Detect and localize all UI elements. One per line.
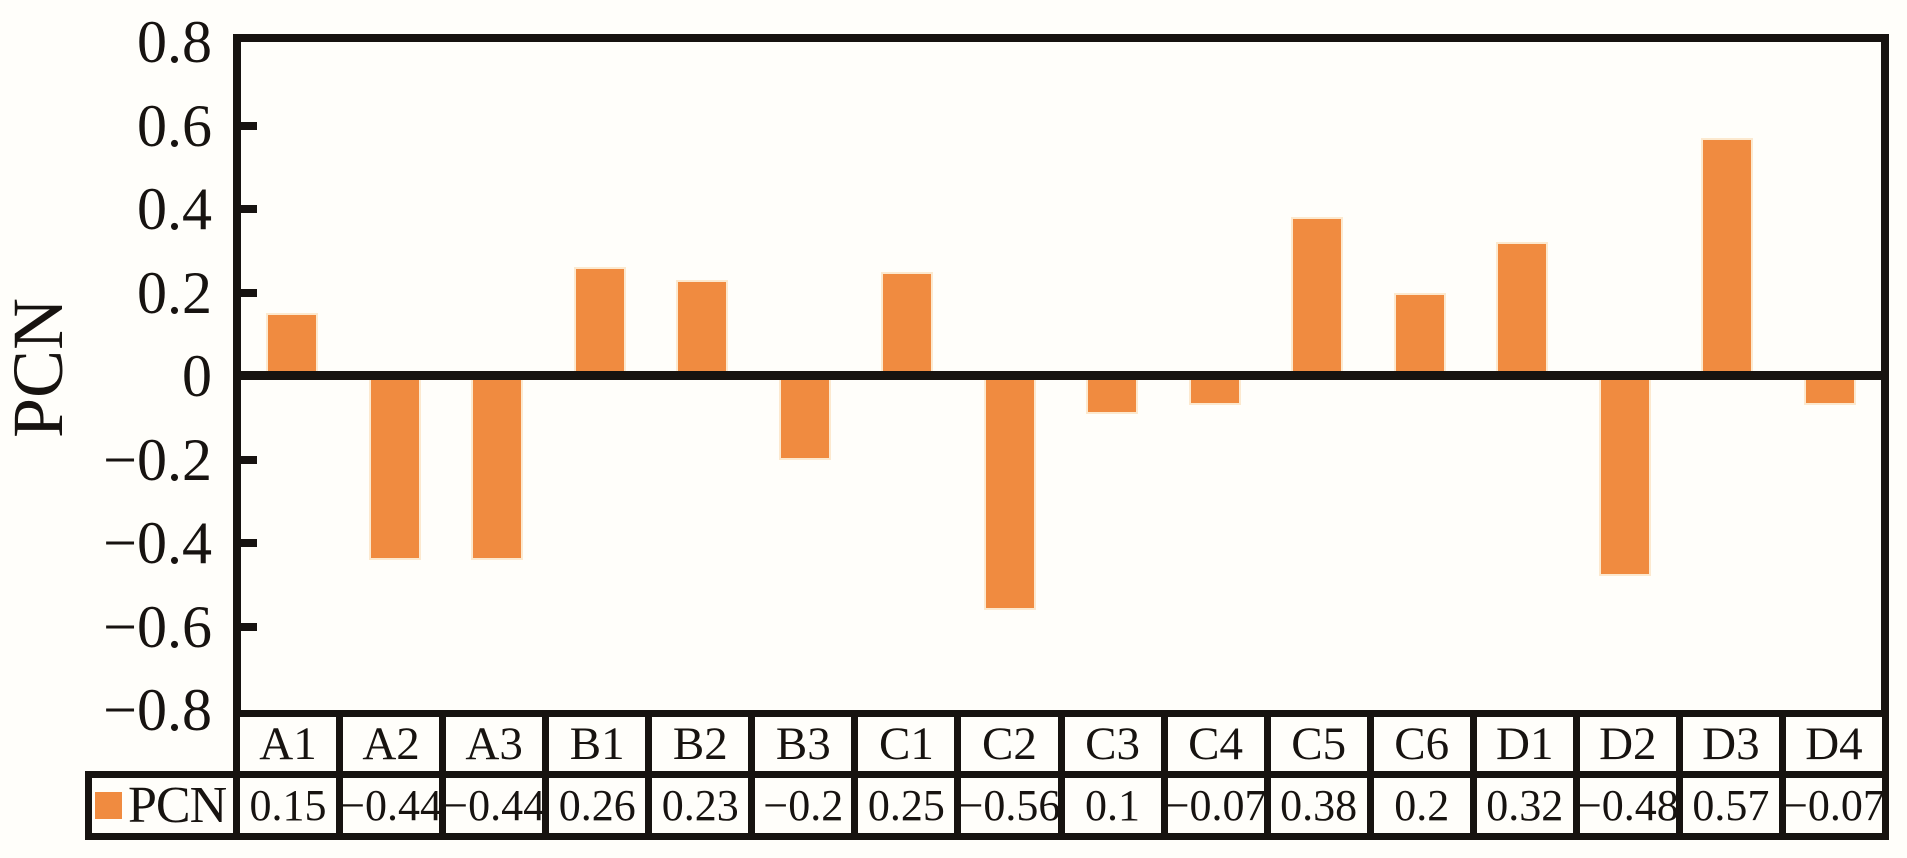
category-header-cell: A2 <box>343 717 447 771</box>
category-header-cell: B3 <box>755 717 859 771</box>
data-value-cell: −0.56 <box>961 778 1065 833</box>
legend-cell: PCN <box>92 778 240 833</box>
category-header-cell: D2 <box>1580 717 1683 771</box>
data-value-cell: 0.15 <box>240 778 344 833</box>
y-tick-label: −0.6 <box>103 593 212 660</box>
legend-color-swatch <box>95 792 122 819</box>
y-tick-mark <box>241 288 257 297</box>
data-value-cell: −0.07 <box>1785 781 1882 830</box>
y-tick-mark <box>241 205 257 213</box>
data-value-cell: −0.48 <box>1580 778 1683 833</box>
legend-series-label: PCN <box>128 778 227 833</box>
category-header-cell: C4 <box>1168 717 1271 771</box>
data-value-cell: 0.2 <box>1374 778 1477 833</box>
y-tick-label: 0.6 <box>137 92 212 159</box>
y-tick-mark <box>241 455 257 464</box>
category-header-cell: A1 <box>240 717 344 771</box>
y-tick-label: −0.8 <box>103 677 212 743</box>
y-tick-label: 0.2 <box>137 259 212 326</box>
bar-d2 <box>1598 376 1651 577</box>
bar-c6 <box>1393 292 1446 376</box>
category-header-cell: C5 <box>1271 717 1374 771</box>
y-tick-label: −0.2 <box>103 426 212 493</box>
category-header-cell: D1 <box>1477 717 1580 771</box>
y-tick-label: 0.8 <box>137 9 212 75</box>
plot-area <box>233 34 1889 710</box>
data-value-cell: 0.26 <box>549 778 653 833</box>
bar-d4 <box>1803 376 1856 406</box>
category-header-cell: B1 <box>549 717 653 771</box>
bar-b2 <box>676 279 729 376</box>
data-value-cell: −0.44 <box>343 778 447 833</box>
zero-baseline <box>241 371 1881 380</box>
data-value-cell: −0.07 <box>1168 778 1271 833</box>
category-header-cell: C1 <box>858 717 962 771</box>
data-value-cell: 0.1 <box>1065 778 1168 833</box>
data-value-cell: 0.57 <box>1683 778 1786 833</box>
y-tick-mark <box>241 539 257 547</box>
bar-c5 <box>1291 217 1344 376</box>
category-header-cell: D3 <box>1683 717 1786 771</box>
data-value-cell: −0.2 <box>755 778 859 833</box>
bar-c3 <box>1086 376 1139 414</box>
y-tick-label: −0.4 <box>103 510 212 576</box>
category-header-cell: A3 <box>446 717 550 771</box>
category-header-cell: C6 <box>1374 717 1477 771</box>
data-value-cell: 0.32 <box>1477 778 1580 833</box>
bar-b1 <box>573 267 626 376</box>
data-value-cell: 0.23 <box>652 778 756 833</box>
bar-d1 <box>1496 242 1549 376</box>
category-header-cell: B2 <box>652 717 756 771</box>
bar-c4 <box>1188 376 1241 406</box>
bar-d3 <box>1701 138 1754 376</box>
bar-a2 <box>368 376 421 560</box>
category-header-cell: C2 <box>961 717 1065 771</box>
bar-c1 <box>881 271 934 376</box>
category-header-cell: D4 <box>1805 718 1863 770</box>
category-header-cell: C3 <box>1065 717 1168 771</box>
y-tick-label: 0.4 <box>137 176 212 242</box>
data-value-row: PCN 0.15 −0.44 −0.44 0.26 0.23 −0.2 0.25 −0.56 0… <box>85 771 1889 840</box>
data-value-cell: 0.25 <box>858 778 962 833</box>
data-value-cell: 0.38 <box>1271 778 1374 833</box>
bar-a1 <box>266 313 319 376</box>
data-value-cell: −0.44 <box>446 778 550 833</box>
bar-c2 <box>983 376 1036 610</box>
y-tick-mark <box>241 622 257 631</box>
y-tick-label: 0 <box>182 343 212 409</box>
category-header-row: A1 A2 A3 B1 B2 B3 C1 C2 C3 C4 C5 C6 D1 D2 D3 D4 <box>233 710 1889 778</box>
bar-a3 <box>471 376 524 560</box>
bar-b3 <box>778 376 831 460</box>
y-tick-mark <box>241 121 257 130</box>
